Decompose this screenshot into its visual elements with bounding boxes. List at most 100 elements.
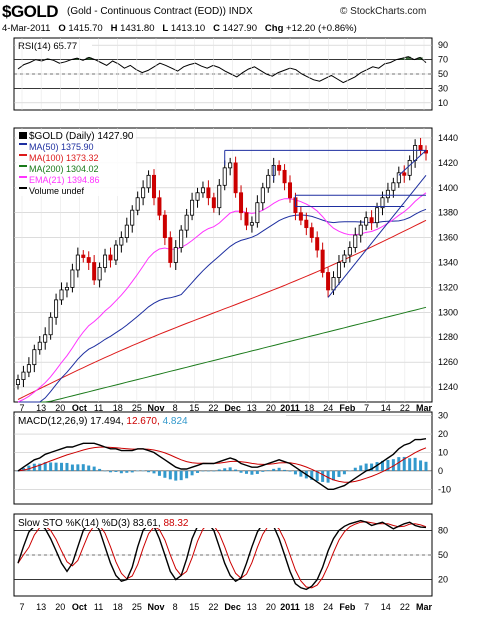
price-tick-label: 1400 [438,183,458,193]
macd-histogram-bar [16,470,20,472]
candle-body [407,159,412,176]
macd-histogram-bar [348,470,352,472]
price-tick-label: 1240 [438,382,458,392]
legend-ema21: EMA(21) 1394.86 [29,175,100,185]
candle-body [113,244,118,261]
price-x-tick-label: Dec [224,403,241,413]
macd-histogram-bar [277,467,281,471]
candle-body [217,184,222,209]
macd-histogram-bar [119,470,123,474]
macd-histogram-bar [255,470,259,474]
macd-histogram-bar [359,465,363,471]
candle-body [309,227,314,239]
macd-tick-label: 10 [438,447,448,457]
price-x-tick-label: 11 [94,403,103,413]
candle-body [418,145,423,151]
candle-body [81,254,86,258]
price-tick-label: 1380 [438,208,458,218]
macd-histogram-bar [49,462,53,471]
candle-body [222,167,227,186]
candle-body [342,254,347,263]
price-x-tick-label: 13 [36,403,46,413]
macd-histogram-bar [70,464,74,471]
candle-body [75,254,80,271]
macd-histogram-bar [272,468,276,471]
macd-histogram-bar [152,470,156,474]
macd-histogram-bar [157,470,161,476]
macd-histogram-bar [234,469,238,471]
rsi-tick-label: 30 [438,83,448,93]
macd-histogram-bar [185,470,189,479]
price-x-tick-label: Mar [416,403,433,413]
sto-legend-part: Slow STO %K(14) %D(3) [18,518,133,529]
bottom-x-tick-label: 8 [173,602,178,612]
chg-label: Chg [264,23,284,34]
macd-histogram-bar [114,470,118,472]
bottom-x-tick-label: Dec [224,602,241,612]
rsi-legend-bg [16,40,92,51]
candle-body [141,187,146,199]
macd-histogram-bar [299,470,303,477]
candle-body [364,217,369,226]
candle-body [336,262,341,278]
candle-body [304,219,309,229]
macd-histogram-bar [168,470,172,480]
candle-body [168,237,173,263]
legend-ma100-swatch [19,154,27,156]
candle-body [402,172,407,176]
ma50-line [18,208,427,403]
bottom-x-tick-label: 22 [208,602,218,612]
price-x-tick-label: 7 [19,403,24,413]
sto-legend-part: 88.32 [163,518,188,529]
macd-signal-line [17,446,427,483]
chg-value: +12.20 (+0.86%) [286,23,357,34]
candle-body [146,174,151,189]
macd-histogram-bar [147,470,151,473]
price-x-tick-label: 24 [323,403,333,413]
price-x-tick-label: 18 [113,403,123,413]
close-label: C [213,23,220,34]
candle-body [282,169,287,184]
sto-legend-part: 83.61, [133,518,164,529]
macd-histogram-bar [228,467,232,471]
candle-body [157,197,162,216]
candle-body [375,207,380,224]
macd-histogram-bar [424,461,428,471]
copyright-text: © StockCharts.com [340,6,427,17]
trend-line [398,150,427,176]
candle-body [385,189,390,199]
bottom-x-tick-label: 13 [36,602,46,612]
legend-main-swatch [19,132,27,139]
candle-body [277,164,282,171]
macd-histogram-bar [364,463,368,471]
bottom-x-tick-label: 20 [266,602,276,612]
macd-histogram-bar [206,470,210,472]
candle-body [37,341,42,351]
price-x-tick-label: 18 [304,403,314,413]
candle-body [396,172,401,184]
open-label: O [58,23,66,34]
macd-histogram-bar [92,466,96,471]
macd-histogram-bar [315,470,319,481]
price-x-tick-label: 15 [189,403,199,413]
price-tick-label: 1420 [438,158,458,168]
ema21-line [17,192,427,403]
macd-histogram-bar [38,463,42,471]
candle-body [108,254,113,261]
macd-histogram-bar [386,459,390,471]
price-x-tick-label: 2011 [280,403,300,413]
macd-histogram-bar [342,470,346,475]
bottom-x-tick-label: 11 [94,602,103,612]
candle-body [266,174,271,189]
candle-body [244,212,249,226]
macd-histogram-bar [190,470,194,476]
price-x-tick-label: 8 [173,403,178,413]
macd-tick-label: 0 [438,466,443,476]
macd-histogram-bar [27,465,31,471]
rsi-tick-label: 90 [438,40,448,50]
candle-body [413,145,418,161]
macd-histogram-bar [125,470,129,473]
macd-histogram-bar [130,470,134,473]
macd-histogram-bar [60,462,64,471]
macd-histogram-bar [217,469,221,471]
